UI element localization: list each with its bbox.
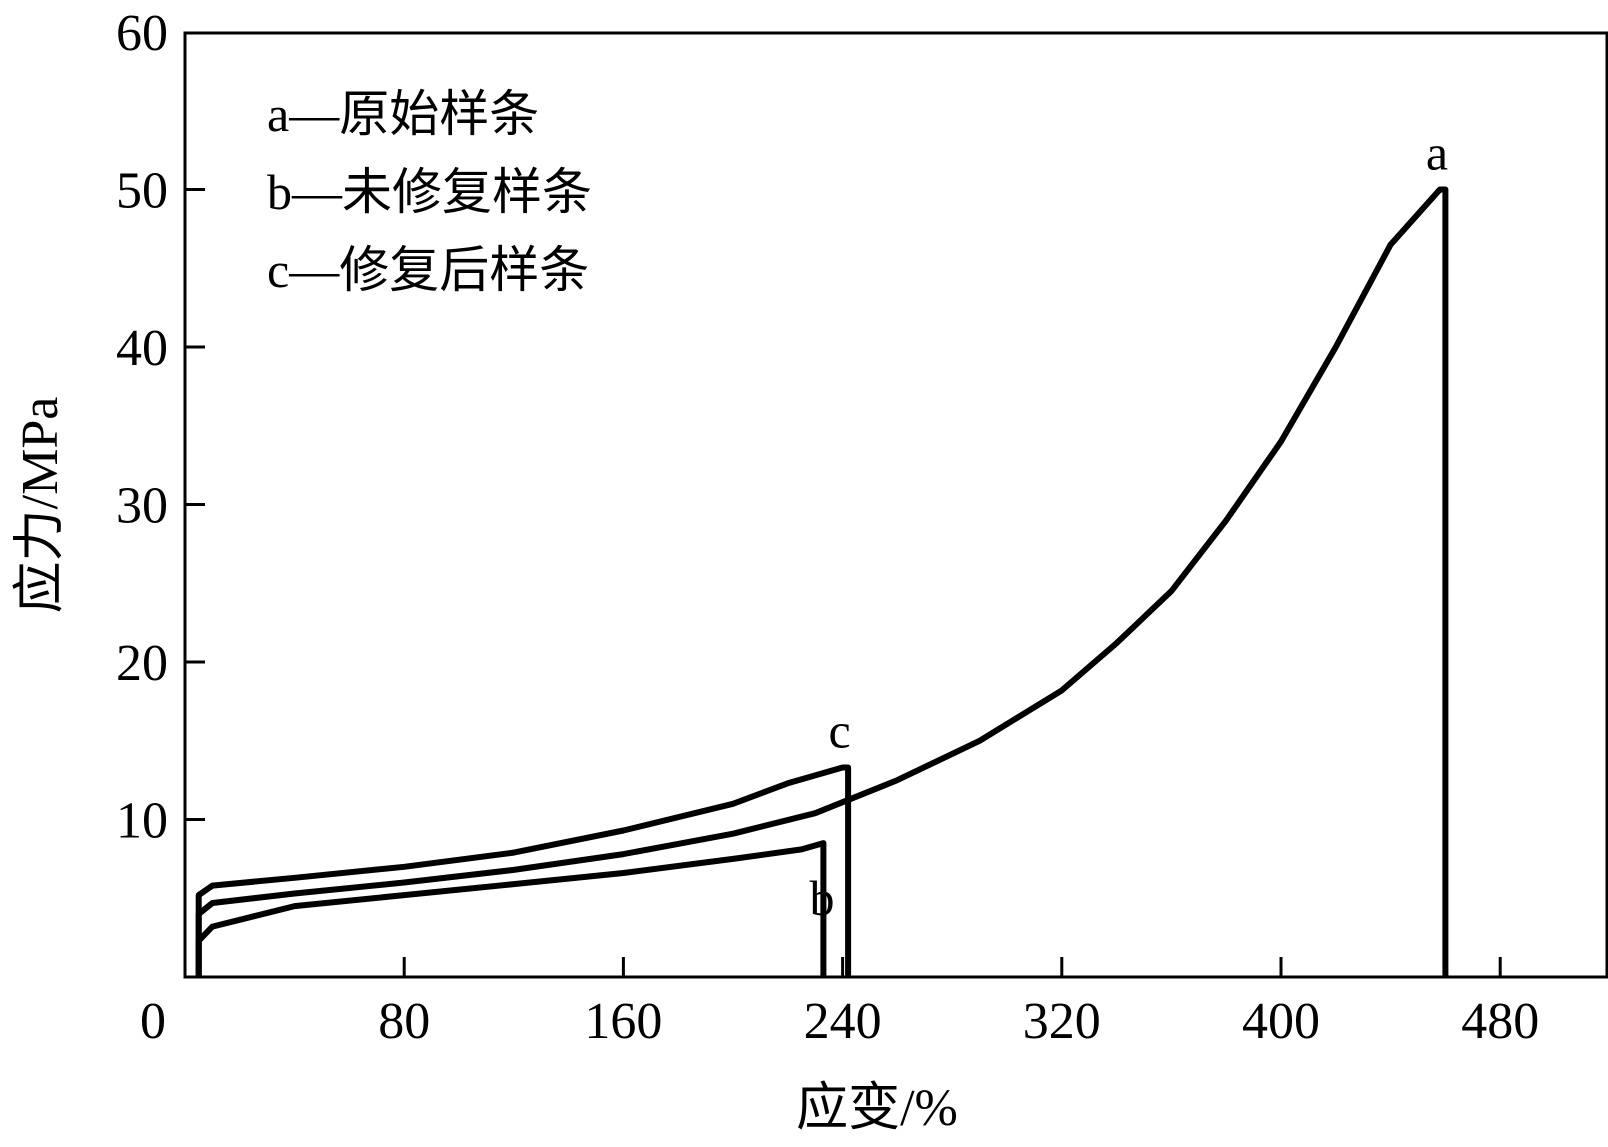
curves [195,186,1449,977]
x-tick-label: 480 [1461,993,1539,1050]
legend-entry-c: c—修复后样条 [267,242,589,298]
y-tick-label: 50 [116,163,168,220]
x-tick-label: 0 [140,993,166,1050]
x-tick-label: 160 [584,993,662,1050]
y-tick-label: 40 [116,320,168,377]
axis-ticks [185,188,1502,977]
curve-label-c: c [828,703,850,759]
curve-a [195,186,1449,977]
axis-tick-labels: 0 80 160 240 320 400 480 10 20 30 40 50 60 [116,5,1539,1050]
curve-label-b: b [810,870,835,926]
curve-b [195,840,827,977]
curve-c [195,764,852,977]
curve-label-a: a [1426,125,1448,181]
x-axis-title: 应变/% [796,1080,958,1137]
legend-entry-a: a—原始样条 [267,86,539,142]
x-tick-label: 320 [1023,993,1101,1050]
x-tick-label: 80 [378,993,430,1050]
y-tick-label: 20 [116,635,168,692]
y-tick-label: 60 [116,5,168,62]
curve-labels: a b c [810,125,1449,927]
legend-entry-b: b—未修复样条 [267,164,592,220]
y-tick-label: 10 [116,793,168,850]
legend: a—原始样条 b—未修复样条 c—修复后样条 [267,86,592,298]
y-tick-label: 30 [116,478,168,535]
y-axis-title: 应力/MPa [12,397,69,614]
x-tick-label: 400 [1242,993,1320,1050]
x-tick-label: 240 [804,993,882,1050]
